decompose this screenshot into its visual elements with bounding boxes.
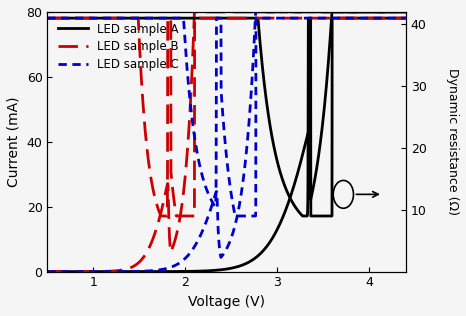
X-axis label: Voltage (V): Voltage (V) bbox=[188, 295, 265, 309]
Y-axis label: Dynamic resistance (Ω): Dynamic resistance (Ω) bbox=[446, 68, 459, 215]
Legend: LED sample A, LED sample B, LED sample C: LED sample A, LED sample B, LED sample C bbox=[53, 18, 184, 76]
Y-axis label: Current (mA): Current (mA) bbox=[7, 97, 21, 187]
